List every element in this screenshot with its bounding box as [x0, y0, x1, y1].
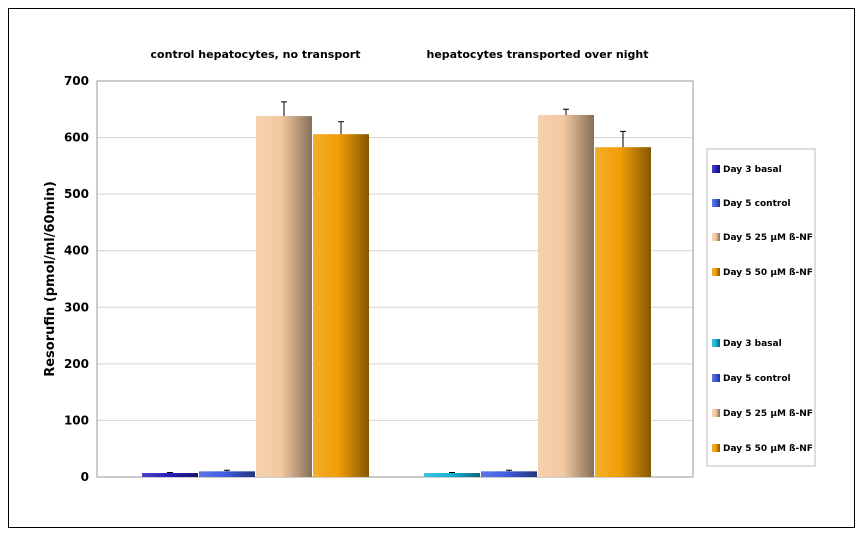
error-bar: [281, 101, 287, 117]
y-axis: 0 100 200 300 400 500 600 700 Resorufin (pmol/ml…: [43, 74, 89, 484]
y-tick-label: 600: [64, 131, 89, 145]
y-tick-label: 500: [64, 187, 89, 201]
error-bar: [563, 108, 569, 115]
y-tick-label: 100: [64, 413, 89, 427]
legend-swatch: [712, 165, 720, 173]
legend: Day 3 basal Day 5 control Day 5 25 µM ß-NF…: [706, 148, 816, 467]
legend-swatch: [712, 374, 720, 382]
bar: [256, 116, 312, 478]
y-tick-label: 700: [64, 74, 89, 88]
bar: [142, 473, 198, 477]
legend-label: Day 5 25 µM ß-NF: [723, 233, 813, 243]
error-bar: [620, 130, 626, 148]
legend-swatch: [712, 268, 720, 276]
error-bar: [338, 121, 344, 135]
group-title: hepatocytes transported over night: [427, 48, 649, 61]
bars: [142, 101, 651, 478]
legend-label: Day 3 basal: [723, 165, 782, 175]
y-tick-label: 200: [64, 357, 89, 371]
legend-label: Day 5 50 µM ß-NF: [723, 268, 813, 278]
group-title: control hepatocytes, no transport: [151, 48, 361, 61]
legend-label: Day 3 basal: [723, 339, 782, 349]
bar: [538, 114, 594, 477]
bar: [424, 473, 480, 477]
error-bar: [506, 469, 512, 472]
y-axis-label: Resorufin (pmol/ml/60min): [43, 181, 58, 377]
bar: [481, 471, 537, 477]
plot-area: [96, 80, 694, 478]
bar: [199, 471, 255, 477]
error-bar: [167, 471, 173, 474]
legend-label: Day 5 50 µM ß-NF: [723, 444, 813, 454]
bar: [313, 134, 369, 478]
legend-swatch: [712, 233, 720, 241]
legend-label: Day 5 control: [723, 199, 791, 209]
legend-label: Day 5 25 µM ß-NF: [723, 409, 813, 419]
legend-label: Day 5 control: [723, 374, 791, 384]
legend-swatch: [712, 339, 720, 347]
group-titles: control hepatocytes, no transport hepatoc…: [151, 48, 649, 61]
bar: [595, 147, 651, 477]
y-tick-label: 300: [64, 300, 89, 314]
y-tick-label: 0: [81, 470, 89, 484]
legend-box: [706, 148, 816, 467]
error-bar: [224, 469, 230, 472]
y-tick-label: 400: [64, 244, 89, 258]
legend-swatch: [712, 444, 720, 452]
legend-swatch: [712, 409, 720, 417]
error-bar: [449, 471, 455, 474]
legend-swatch: [712, 199, 720, 207]
